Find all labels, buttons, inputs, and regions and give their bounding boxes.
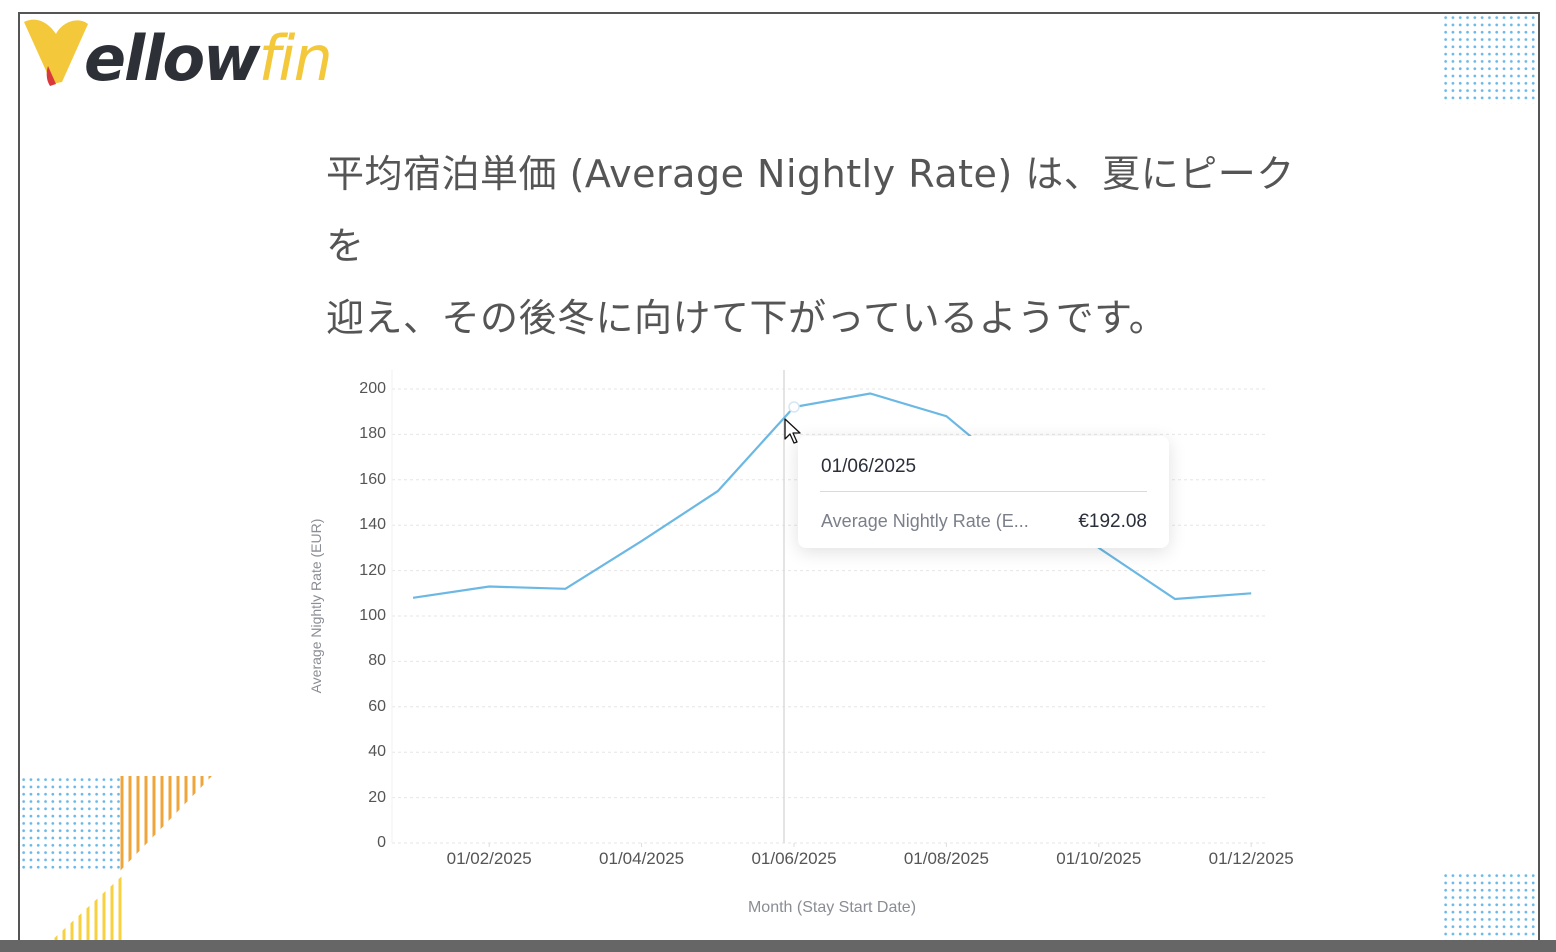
headline: 平均宿泊単価 (Average Nightly Rate) は、夏にピークを 迎… — [326, 138, 1326, 354]
x-tick-label: 01/10/2025 — [1056, 849, 1142, 868]
headline-line-2: 迎え、その後冬に向けて下がっているようです。 — [326, 296, 1168, 340]
logo-heart-icon — [24, 19, 88, 86]
y-tick-label: 40 — [368, 743, 386, 761]
headline-line-1: 平均宿泊単価 (Average Nightly Rate) は、夏にピークを — [326, 152, 1295, 268]
dot-pattern-bottom-right — [1442, 872, 1538, 942]
slide-frame — [18, 12, 1540, 952]
x-axis-label: Month (Stay Start Date) — [747, 899, 917, 916]
dot-pattern-top-right — [1442, 14, 1538, 104]
yellow-stripes-decoration — [54, 876, 122, 942]
yellowfin-logo: ellowfin — [22, 14, 342, 94]
mouse-cursor-icon — [784, 418, 801, 444]
x-tick-label: 01/12/2025 — [1208, 849, 1294, 868]
y-tick-label: 100 — [359, 607, 386, 624]
bottom-bar — [0, 940, 1556, 952]
x-tick-label: 01/06/2025 — [751, 849, 837, 868]
logo-text-ellow: ellow — [84, 22, 260, 95]
y-tick-label: 80 — [368, 652, 386, 670]
tooltip-series-label: Average Nightly Rate (E... — [821, 511, 1029, 531]
y-tick-label: 160 — [359, 470, 386, 488]
x-tick-label: 01/02/2025 — [446, 849, 532, 868]
x-tick-label: 01/08/2025 — [903, 849, 989, 868]
y-tick-label: 180 — [359, 425, 386, 443]
y-tick-label: 0 — [377, 834, 386, 851]
hover-data-point — [788, 401, 800, 413]
orange-stripes-decoration — [120, 776, 212, 871]
y-tick-label: 60 — [368, 697, 386, 715]
chart-tooltip: 01/06/2025 Average Nightly Rate (E... €1… — [798, 436, 1169, 548]
y-tick-label: 120 — [359, 561, 386, 579]
y-tick-label: 20 — [368, 788, 386, 806]
dot-pattern-bottom-left — [20, 776, 120, 872]
y-axis-label: Average Nightly Rate (EUR) — [308, 518, 324, 694]
x-tick-label: 01/04/2025 — [599, 849, 685, 868]
x-axis-tick-marks — [488, 843, 1252, 847]
y-tick-label: 140 — [359, 516, 386, 534]
series-line-average-nightly-rate — [412, 392, 1252, 601]
tooltip-divider — [820, 491, 1147, 492]
logo-text-fin: fin — [258, 22, 332, 95]
y-tick-label: 200 — [359, 380, 386, 397]
tooltip-value: €192.08 — [1078, 511, 1147, 532]
tooltip-date: 01/06/2025 — [821, 456, 917, 477]
